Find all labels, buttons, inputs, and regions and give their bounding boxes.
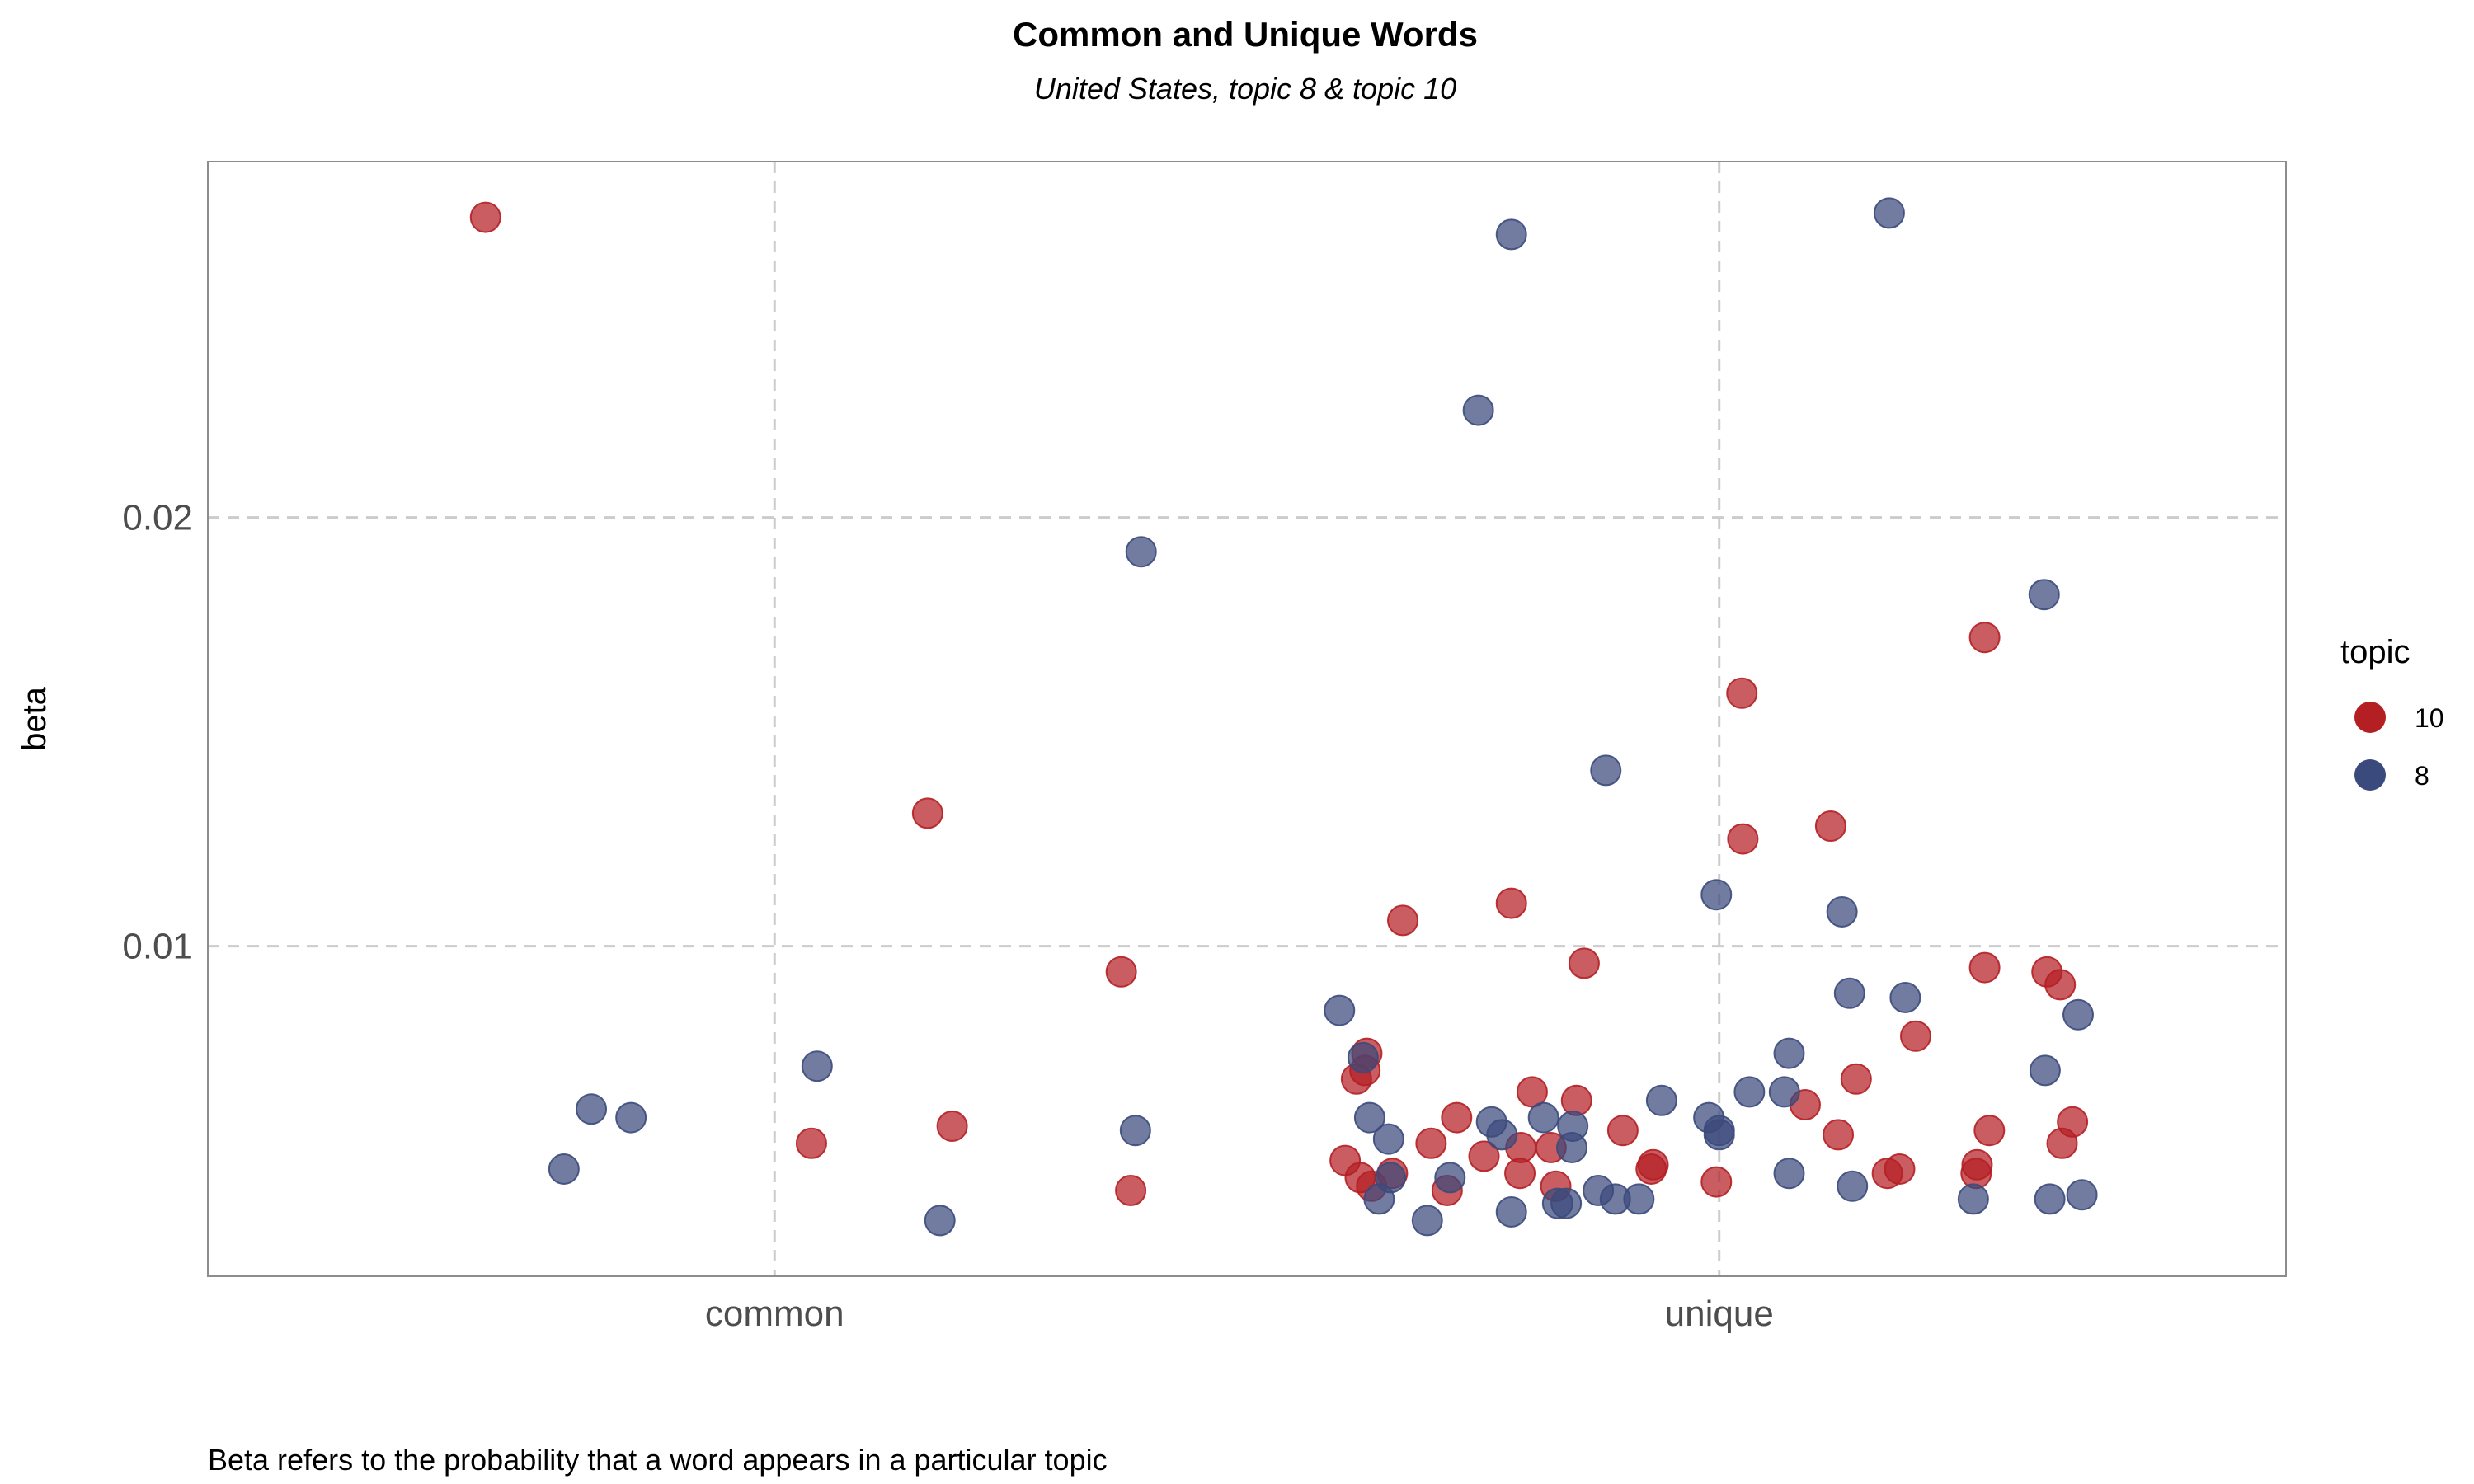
data-point-topic-8 bbox=[1889, 982, 1921, 1013]
data-point-topic-10 bbox=[1415, 1127, 1447, 1159]
data-point-topic-8 bbox=[2066, 1179, 2098, 1211]
legend-key-10 bbox=[2354, 702, 2386, 733]
data-point-topic-8 bbox=[1434, 1162, 1466, 1194]
x-axis: common unique bbox=[705, 1294, 1774, 1334]
data-point-topic-8 bbox=[1324, 994, 1356, 1026]
data-point-topic-10 bbox=[1568, 947, 1600, 979]
data-point-topic-8 bbox=[1733, 1076, 1766, 1108]
data-point-topic-8 bbox=[1125, 536, 1157, 568]
data-point-topic-8 bbox=[1700, 879, 1733, 911]
y-axis: 0.01 0.02 bbox=[122, 498, 193, 967]
data-point-topic-8 bbox=[1837, 1170, 1869, 1202]
data-point-topic-8 bbox=[1590, 754, 1622, 787]
data-point-topic-10 bbox=[1387, 904, 1418, 937]
data-point-topic-8 bbox=[1375, 1162, 1407, 1194]
data-point-topic-8 bbox=[1550, 1187, 1583, 1219]
data-point-topic-8 bbox=[1347, 1041, 1379, 1073]
data-point-topic-10 bbox=[911, 797, 943, 829]
data-point-topic-8 bbox=[2034, 1183, 2066, 1215]
data-point-topic-10 bbox=[1814, 810, 1846, 842]
data-point-topic-8 bbox=[1527, 1101, 1559, 1134]
data-point-topic-8 bbox=[1557, 1111, 1589, 1142]
data-point-topic-10 bbox=[1840, 1063, 1872, 1095]
data-point-topic-8 bbox=[1957, 1183, 1989, 1215]
data-point-topic-10 bbox=[1700, 1166, 1733, 1198]
data-points bbox=[469, 197, 2098, 1237]
data-point-topic-8 bbox=[615, 1101, 647, 1134]
data-point-topic-10 bbox=[1560, 1084, 1592, 1116]
data-point-topic-10 bbox=[1968, 951, 2001, 984]
data-point-topic-10 bbox=[1823, 1119, 1855, 1151]
data-point-topic-8 bbox=[2029, 1054, 2061, 1087]
data-point-topic-10 bbox=[2044, 969, 2077, 1001]
data-point-topic-8 bbox=[1462, 394, 1494, 426]
data-point-topic-10 bbox=[1468, 1140, 1500, 1172]
data-point-topic-10 bbox=[1884, 1153, 1916, 1185]
data-point-topic-8 bbox=[548, 1153, 580, 1185]
y-tick-label: 0.01 bbox=[122, 927, 193, 967]
y-axis-title: beta bbox=[16, 686, 53, 751]
legend-label: 8 bbox=[2415, 761, 2429, 791]
x-tick-label: common bbox=[705, 1294, 844, 1334]
chart-title: Common and Unique Words bbox=[1013, 15, 1478, 54]
data-point-topic-10 bbox=[1495, 887, 1527, 919]
data-point-topic-8 bbox=[1773, 1037, 1805, 1069]
data-point-topic-8 bbox=[1773, 1158, 1805, 1190]
data-point-topic-10 bbox=[1973, 1115, 2006, 1147]
data-point-topic-10 bbox=[1726, 677, 1758, 709]
data-point-topic-10 bbox=[936, 1111, 968, 1142]
legend-key-8 bbox=[2354, 759, 2386, 791]
data-point-topic-8 bbox=[1119, 1115, 1151, 1147]
data-point-topic-8 bbox=[924, 1205, 956, 1237]
data-point-topic-8 bbox=[1833, 977, 1865, 1009]
data-point-topic-8 bbox=[1353, 1101, 1385, 1134]
data-point-topic-8 bbox=[1495, 218, 1527, 251]
data-point-topic-10 bbox=[1441, 1101, 1473, 1134]
data-point-topic-10 bbox=[1115, 1175, 1147, 1206]
data-point-topic-8 bbox=[2028, 579, 2060, 611]
data-point-topic-8 bbox=[1826, 896, 1858, 928]
data-point-topic-10 bbox=[1961, 1148, 1993, 1181]
legend-title: topic bbox=[2340, 634, 2411, 670]
data-point-topic-8 bbox=[1411, 1205, 1443, 1237]
data-point-topic-10 bbox=[2057, 1106, 2089, 1138]
data-point-topic-10 bbox=[1899, 1020, 1931, 1052]
data-point-topic-8 bbox=[1623, 1183, 1655, 1215]
chart-caption: Beta refers to the probability that a wo… bbox=[208, 1443, 1108, 1477]
data-point-topic-10 bbox=[469, 201, 501, 233]
data-point-topic-8 bbox=[1645, 1084, 1677, 1116]
y-tick-label: 0.02 bbox=[122, 498, 193, 538]
data-point-topic-10 bbox=[1727, 823, 1759, 855]
data-point-topic-8 bbox=[1486, 1119, 1518, 1151]
data-point-topic-8 bbox=[1495, 1196, 1527, 1228]
data-point-topic-8 bbox=[1768, 1076, 1800, 1108]
legend: 10 8 bbox=[2354, 702, 2444, 791]
data-point-topic-8 bbox=[1372, 1123, 1404, 1155]
data-point-topic-8 bbox=[2062, 998, 2094, 1031]
data-point-topic-10 bbox=[1606, 1115, 1639, 1147]
data-point-topic-8 bbox=[1873, 197, 1905, 229]
data-point-topic-8 bbox=[1703, 1115, 1735, 1147]
data-point-topic-10 bbox=[1968, 622, 2001, 654]
plot-panel bbox=[207, 161, 2287, 1277]
data-point-topic-10 bbox=[795, 1127, 827, 1159]
x-tick-label: unique bbox=[1665, 1294, 1774, 1334]
data-point-topic-8 bbox=[801, 1050, 833, 1082]
chart-subtitle: United States, topic 8 & topic 10 bbox=[1034, 72, 1456, 106]
legend-label: 10 bbox=[2415, 703, 2444, 733]
data-point-topic-10 bbox=[1637, 1148, 1669, 1181]
data-point-topic-10 bbox=[1516, 1076, 1548, 1108]
data-point-topic-10 bbox=[1105, 956, 1137, 988]
data-point-topic-8 bbox=[576, 1093, 608, 1125]
grid bbox=[208, 162, 2286, 1276]
